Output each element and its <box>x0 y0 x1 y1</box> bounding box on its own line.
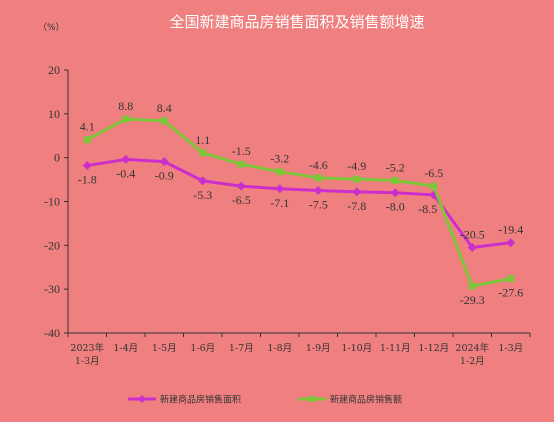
data-label: 8.4 <box>157 101 172 115</box>
data-point <box>236 181 246 191</box>
data-point <box>314 174 322 182</box>
y-tick-label: -20 <box>44 238 60 252</box>
y-tick-label: 20 <box>48 63 60 77</box>
data-point <box>199 149 207 157</box>
data-point <box>237 160 245 168</box>
legend: 新建商品房销售面积 新建商品房销售额 <box>128 394 402 406</box>
series-line-0 <box>85 157 513 250</box>
y-tick-label: -30 <box>44 282 60 296</box>
x-tick-label: 1-8月 <box>267 343 292 354</box>
data-point <box>352 187 362 197</box>
data-point <box>467 243 477 253</box>
data-point <box>390 188 400 198</box>
y-ticks: 20 10 0 -10 -20 -30 -40 <box>44 63 68 340</box>
data-point <box>507 275 515 283</box>
data-point <box>122 115 130 123</box>
data-point <box>121 154 131 164</box>
data-point <box>276 168 284 176</box>
data-label: -6.5 <box>232 193 251 207</box>
legend-label: 新建商品房销售面积 <box>160 394 241 406</box>
y-tick-label: 10 <box>48 107 60 121</box>
data-label: -7.5 <box>309 198 328 212</box>
x-tick-label: 1-3月 <box>498 343 523 354</box>
y-tick-label: 0 <box>54 151 60 165</box>
data-point <box>468 282 476 290</box>
data-label: -7.8 <box>347 199 366 213</box>
data-label: -20.5 <box>460 228 485 242</box>
data-label: -4.9 <box>347 159 366 173</box>
data-label: -8.5 <box>418 202 437 216</box>
data-label: -19.4 <box>498 223 523 237</box>
data-point <box>83 136 91 144</box>
data-point <box>313 186 323 196</box>
data-point <box>198 176 208 186</box>
data-label: -1.8 <box>78 173 97 187</box>
data-point <box>506 238 516 248</box>
data-point <box>82 161 92 171</box>
data-label: -7.1 <box>270 196 289 210</box>
series-layer <box>82 115 516 290</box>
x-tick-label: 1-11月 <box>380 343 411 354</box>
x-tick-label: 2024年 <box>455 342 489 354</box>
x-tick-label: 1-3月 <box>75 356 100 367</box>
data-label: 4.1 <box>80 120 95 134</box>
data-point <box>430 182 438 190</box>
x-tick-label: 1-5月 <box>152 343 177 354</box>
data-label: -1.5 <box>232 144 251 158</box>
data-point <box>275 184 285 194</box>
data-label: -8.0 <box>386 200 405 214</box>
data-label: 8.8 <box>118 99 133 113</box>
data-point <box>159 157 169 167</box>
data-label: -4.6 <box>309 158 328 172</box>
x-ticks: 2023年 1-3月 1-4月 1-5月 1-6月 1-7月 1-8月 1-9月 1-10月 1-… <box>67 333 531 367</box>
y-tick-label: -40 <box>44 326 60 340</box>
data-point <box>391 176 399 184</box>
x-tick-label: 1-12月 <box>418 343 449 354</box>
chart-title: 全国新建商品房销售面积及销售额增速 <box>169 13 424 31</box>
x-tick-label: 1-6月 <box>190 343 215 354</box>
data-label: -27.6 <box>498 286 523 300</box>
data-point <box>160 117 168 125</box>
x-tick-label: 2023年 <box>70 342 104 354</box>
data-label: -5.3 <box>193 188 212 202</box>
x-tick-label: 1-4月 <box>113 343 138 354</box>
y-tick-label: -10 <box>44 195 60 209</box>
data-label: -5.2 <box>386 160 405 174</box>
legend-swatch-marker <box>309 396 315 402</box>
x-tick-label: 1-10月 <box>341 343 372 354</box>
legend-label: 新建商品房销售额 <box>330 394 402 406</box>
series-line-1 <box>85 117 513 288</box>
data-labels: -1.8 -0.4 -0.9 -5.3 -6.5 -7.1 -7.5 -7.8 -8.0 -8.5… <box>78 99 524 307</box>
x-tick-label: 1-7月 <box>229 343 254 354</box>
data-label: -3.2 <box>270 152 289 166</box>
x-tick-label: 1-2月 <box>460 356 485 367</box>
x-tick-label: 1-9月 <box>306 343 331 354</box>
data-label: 1.1 <box>195 133 210 147</box>
data-label: -0.4 <box>116 166 135 180</box>
y-unit-label: （%） <box>38 22 65 33</box>
data-label: -29.3 <box>460 293 485 307</box>
data-label: -6.5 <box>424 166 443 180</box>
data-point <box>353 175 361 183</box>
data-label: -0.9 <box>155 169 174 183</box>
legend-swatch-marker <box>138 395 146 403</box>
